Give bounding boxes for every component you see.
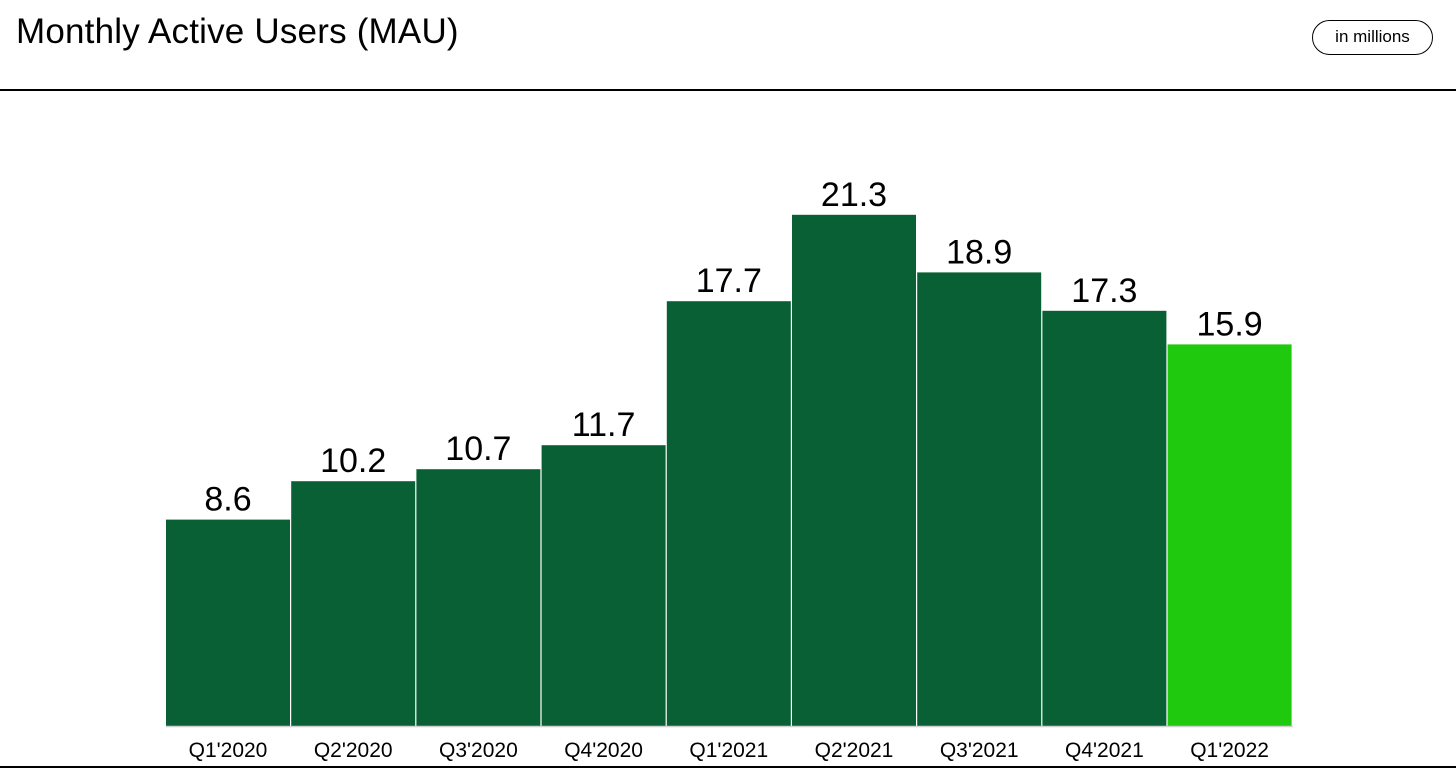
value-label: 18.9 — [946, 233, 1012, 271]
value-label: 8.6 — [204, 481, 251, 519]
category-label: Q1'2022 — [1190, 739, 1269, 762]
category-label: Q3'2021 — [940, 739, 1019, 762]
bar-Q4'2020 — [541, 445, 666, 726]
bar-Q1'2020 — [166, 519, 290, 726]
bar-Q3'2021 — [917, 272, 1042, 726]
value-label: 15.9 — [1197, 305, 1263, 343]
bar-Q3'2020 — [416, 469, 541, 726]
bar-Q2'2020 — [291, 481, 416, 726]
value-label: 21.3 — [821, 176, 887, 214]
chart-header: Monthly Active Users (MAU) in millions — [0, 0, 1456, 91]
bottom-divider — [0, 766, 1456, 768]
bar-Q4'2021 — [1042, 310, 1167, 726]
value-label: 17.3 — [1071, 272, 1137, 310]
value-label: 17.7 — [696, 262, 762, 300]
category-label: Q4'2021 — [1065, 739, 1144, 762]
value-label-group: 8.6 10.2 10.7 11.7 17.7 21.3 18.9 17.3 15.9 — [204, 176, 1262, 519]
category-label: Q3'2020 — [439, 739, 518, 762]
category-label: Q1'2021 — [689, 739, 768, 762]
bar-Q1'2021 — [666, 301, 791, 726]
category-label: Q1'2020 — [189, 739, 268, 762]
value-label: 10.2 — [320, 442, 386, 480]
bar-Q1'2022 — [1167, 344, 1292, 726]
category-label: Q2'2021 — [815, 739, 894, 762]
bar-group — [166, 214, 1292, 727]
value-label: 11.7 — [572, 406, 636, 444]
unit-badge: in millions — [1312, 20, 1433, 55]
value-label: 10.7 — [445, 430, 511, 468]
category-label-group: Q1'2020 Q2'2020 Q3'2020 Q4'2020 Q1'2021 Q2'20… — [189, 739, 1269, 762]
category-label: Q2'2020 — [314, 739, 393, 762]
header-divider — [0, 89, 1456, 91]
bar-Q2'2021 — [792, 214, 916, 727]
category-label: Q4'2020 — [564, 739, 643, 762]
chart-title: Monthly Active Users (MAU) — [16, 12, 459, 51]
